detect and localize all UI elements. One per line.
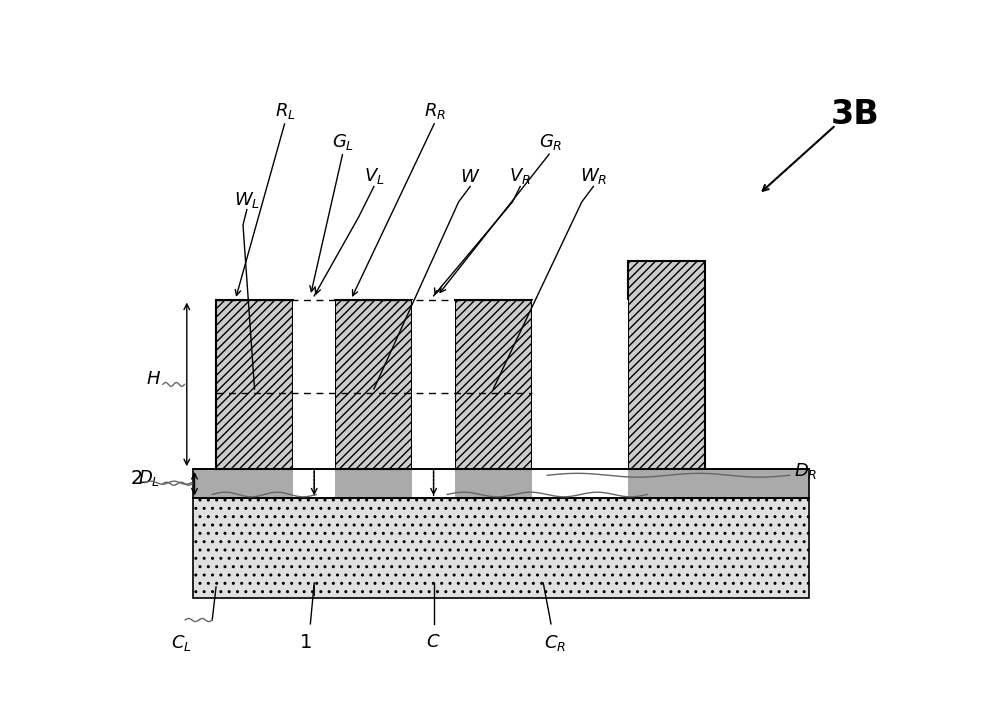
Text: 3B: 3B: [831, 98, 880, 131]
Bar: [412, 468, 455, 498]
Bar: [193, 469, 809, 498]
Text: $W_R$: $W_R$: [580, 166, 607, 186]
Text: $V_L$: $V_L$: [364, 166, 384, 186]
Bar: [216, 300, 293, 469]
Text: $W_L$: $W_L$: [234, 189, 260, 210]
Bar: [193, 498, 809, 598]
Text: $H$: $H$: [146, 370, 161, 388]
Text: 2: 2: [131, 469, 143, 488]
Text: $G_R$: $G_R$: [539, 132, 563, 152]
Text: $V_R$: $V_R$: [509, 166, 531, 186]
Bar: [532, 300, 628, 469]
Text: $W$: $W$: [460, 168, 480, 186]
Text: $G_L$: $G_L$: [332, 132, 354, 152]
Text: $R_R$: $R_R$: [424, 101, 447, 121]
Text: $C_L$: $C_L$: [171, 633, 192, 653]
Bar: [293, 468, 335, 498]
Bar: [532, 468, 628, 498]
Text: $R_L$: $R_L$: [275, 101, 296, 121]
Text: $C$: $C$: [426, 633, 441, 651]
Text: $C_R$: $C_R$: [544, 633, 566, 653]
Text: 1: 1: [300, 633, 313, 652]
Bar: [293, 300, 335, 469]
Bar: [455, 300, 532, 469]
Text: $D_L$: $D_L$: [138, 468, 161, 488]
Bar: [412, 300, 455, 469]
Text: $D_R$: $D_R$: [794, 462, 817, 482]
Bar: [628, 261, 705, 469]
Bar: [335, 300, 412, 469]
